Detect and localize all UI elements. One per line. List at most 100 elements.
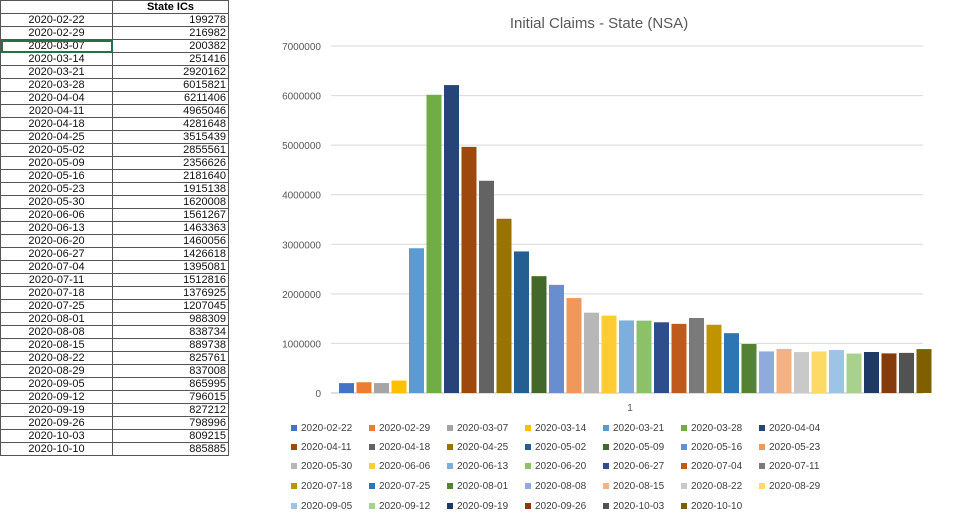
legend-item[interactable]: 2020-09-19 xyxy=(447,501,509,512)
legend-item[interactable]: 2020-03-07 xyxy=(447,423,509,434)
table-cell-value[interactable]: 251416 xyxy=(112,52,229,66)
bar-2020-07-18[interactable] xyxy=(706,324,722,393)
legend-item[interactable]: 2020-08-01 xyxy=(447,481,509,492)
table-cell-date[interactable]: 2020-03-14 xyxy=(0,52,113,66)
table-cell-date[interactable]: 2020-07-18 xyxy=(0,286,113,300)
legend-item[interactable]: 2020-05-16 xyxy=(681,442,743,453)
table-cell-value[interactable]: 216982 xyxy=(112,26,229,40)
table-cell-value[interactable]: 838734 xyxy=(112,325,229,339)
legend-item[interactable]: 2020-03-21 xyxy=(603,423,665,434)
bar-2020-10-10[interactable] xyxy=(916,349,932,393)
table-cell-value[interactable]: 889738 xyxy=(112,338,229,352)
table-cell-date[interactable]: 2020-06-13 xyxy=(0,221,113,235)
table-cell-value[interactable]: 837008 xyxy=(112,364,229,378)
table-cell-date[interactable]: 2020-04-18 xyxy=(0,117,113,131)
table-cell-date[interactable]: 2020-05-16 xyxy=(0,169,113,183)
table-cell-date[interactable]: 2020-02-29 xyxy=(0,26,113,40)
bar-2020-08-22[interactable] xyxy=(794,352,809,393)
bar-2020-03-14[interactable] xyxy=(391,380,407,393)
legend-item[interactable]: 2020-06-27 xyxy=(603,461,665,472)
bar-2020-04-25[interactable] xyxy=(496,218,512,393)
table-cell-date[interactable]: 2020-04-25 xyxy=(0,130,113,144)
table-cell-value[interactable]: 1395081 xyxy=(112,260,229,274)
legend-item[interactable]: 2020-08-22 xyxy=(681,481,743,492)
legend-item[interactable]: 2020-05-30 xyxy=(291,461,353,472)
bar-2020-05-09[interactable] xyxy=(531,276,547,393)
table-cell-value[interactable]: 4965046 xyxy=(112,104,229,118)
table-cell-value[interactable]: 827212 xyxy=(112,403,229,417)
legend-item[interactable]: 2020-03-14 xyxy=(525,423,587,434)
table-cell-value[interactable]: 2181640 xyxy=(112,169,229,183)
table-cell-value[interactable]: 6211406 xyxy=(112,91,229,105)
legend-item[interactable]: 2020-08-08 xyxy=(525,481,587,492)
table-cell-date[interactable]: 2020-08-29 xyxy=(0,364,113,378)
table-cell-date[interactable]: 2020-10-10 xyxy=(0,442,113,456)
table-cell-value[interactable]: 1561267 xyxy=(112,208,229,222)
legend-item[interactable]: 2020-07-25 xyxy=(369,481,431,492)
bar-2020-09-12[interactable] xyxy=(846,353,862,393)
bar-2020-03-07[interactable] xyxy=(374,383,389,393)
table-cell-value[interactable]: 1426618 xyxy=(112,247,229,261)
table-cell-date[interactable]: 2020-10-03 xyxy=(0,429,113,443)
table-cell-date[interactable]: 2020-09-05 xyxy=(0,377,113,391)
table-cell-value[interactable]: 3515439 xyxy=(112,130,229,144)
legend-item[interactable]: 2020-09-26 xyxy=(525,501,587,512)
table-cell-date[interactable]: 2020-03-07 xyxy=(0,39,113,53)
bar-2020-06-13[interactable] xyxy=(619,320,634,393)
bar-2020-09-26[interactable] xyxy=(881,353,897,393)
table-cell-value[interactable]: 809215 xyxy=(112,429,229,443)
table-cell-value[interactable]: 1463363 xyxy=(112,221,229,235)
bar-2020-07-11[interactable] xyxy=(689,318,704,393)
table-cell-date[interactable]: 2020-04-04 xyxy=(0,91,113,105)
table-header-date[interactable] xyxy=(0,0,113,14)
table-cell-value[interactable]: 6015821 xyxy=(112,78,229,92)
table-cell-value[interactable]: 798996 xyxy=(112,416,229,430)
bar-2020-05-23[interactable] xyxy=(566,298,582,393)
legend-item[interactable]: 2020-07-04 xyxy=(681,461,743,472)
legend-item[interactable]: 2020-06-13 xyxy=(447,461,509,472)
bar-2020-10-03[interactable] xyxy=(899,352,914,393)
bar-2020-08-15[interactable] xyxy=(776,348,792,393)
table-cell-date[interactable]: 2020-07-04 xyxy=(0,260,113,274)
table-header-state-ics[interactable]: State ICs xyxy=(112,0,229,14)
legend-item[interactable]: 2020-10-03 xyxy=(603,501,665,512)
bar-2020-05-02[interactable] xyxy=(514,251,529,393)
legend-item[interactable]: 2020-09-12 xyxy=(369,501,431,512)
table-cell-date[interactable]: 2020-09-26 xyxy=(0,416,113,430)
table-cell-value[interactable]: 1376925 xyxy=(112,286,229,300)
bar-2020-08-29[interactable] xyxy=(811,351,827,393)
bar-2020-07-25[interactable] xyxy=(724,333,739,393)
legend-item[interactable]: 2020-02-22 xyxy=(291,423,353,434)
table-cell-value[interactable]: 199278 xyxy=(112,13,229,27)
bar-2020-05-30[interactable] xyxy=(584,312,599,393)
legend-item[interactable]: 2020-10-10 xyxy=(681,501,743,512)
table-cell-date[interactable]: 2020-06-20 xyxy=(0,234,113,248)
legend-item[interactable]: 2020-08-29 xyxy=(759,481,821,492)
table-cell-date[interactable]: 2020-08-08 xyxy=(0,325,113,339)
bar-2020-06-20[interactable] xyxy=(636,320,652,393)
table-cell-date[interactable]: 2020-05-30 xyxy=(0,195,113,209)
chart-area[interactable]: Initial Claims - State (NSA) 0 1000000 200… xyxy=(243,0,959,529)
table-cell-date[interactable]: 2020-07-25 xyxy=(0,299,113,313)
bar-2020-02-22[interactable] xyxy=(339,383,354,393)
table-cell-value[interactable]: 1460056 xyxy=(112,234,229,248)
bar-2020-03-28[interactable] xyxy=(426,94,442,393)
bar-2020-04-11[interactable] xyxy=(461,146,477,393)
table-cell-date[interactable]: 2020-05-02 xyxy=(0,143,113,157)
table-cell-date[interactable]: 2020-06-27 xyxy=(0,247,113,261)
table-cell-value[interactable]: 1512816 xyxy=(112,273,229,287)
bar-2020-09-05[interactable] xyxy=(829,350,844,393)
table-cell-date[interactable]: 2020-08-22 xyxy=(0,351,113,365)
table-cell-value[interactable]: 796015 xyxy=(112,390,229,404)
legend-item[interactable]: 2020-06-20 xyxy=(525,461,587,472)
table-cell-date[interactable]: 2020-05-23 xyxy=(0,182,113,196)
legend-item[interactable]: 2020-02-29 xyxy=(369,423,431,434)
bar-2020-06-06[interactable] xyxy=(601,315,617,393)
table-cell-value[interactable]: 200382 xyxy=(112,39,229,53)
table-cell-date[interactable]: 2020-06-06 xyxy=(0,208,113,222)
legend-item[interactable]: 2020-07-18 xyxy=(291,481,353,492)
legend-item[interactable]: 2020-05-23 xyxy=(759,442,821,453)
legend-item[interactable]: 2020-09-05 xyxy=(291,501,353,512)
table-cell-value[interactable]: 2855561 xyxy=(112,143,229,157)
legend-item[interactable]: 2020-06-06 xyxy=(369,461,431,472)
